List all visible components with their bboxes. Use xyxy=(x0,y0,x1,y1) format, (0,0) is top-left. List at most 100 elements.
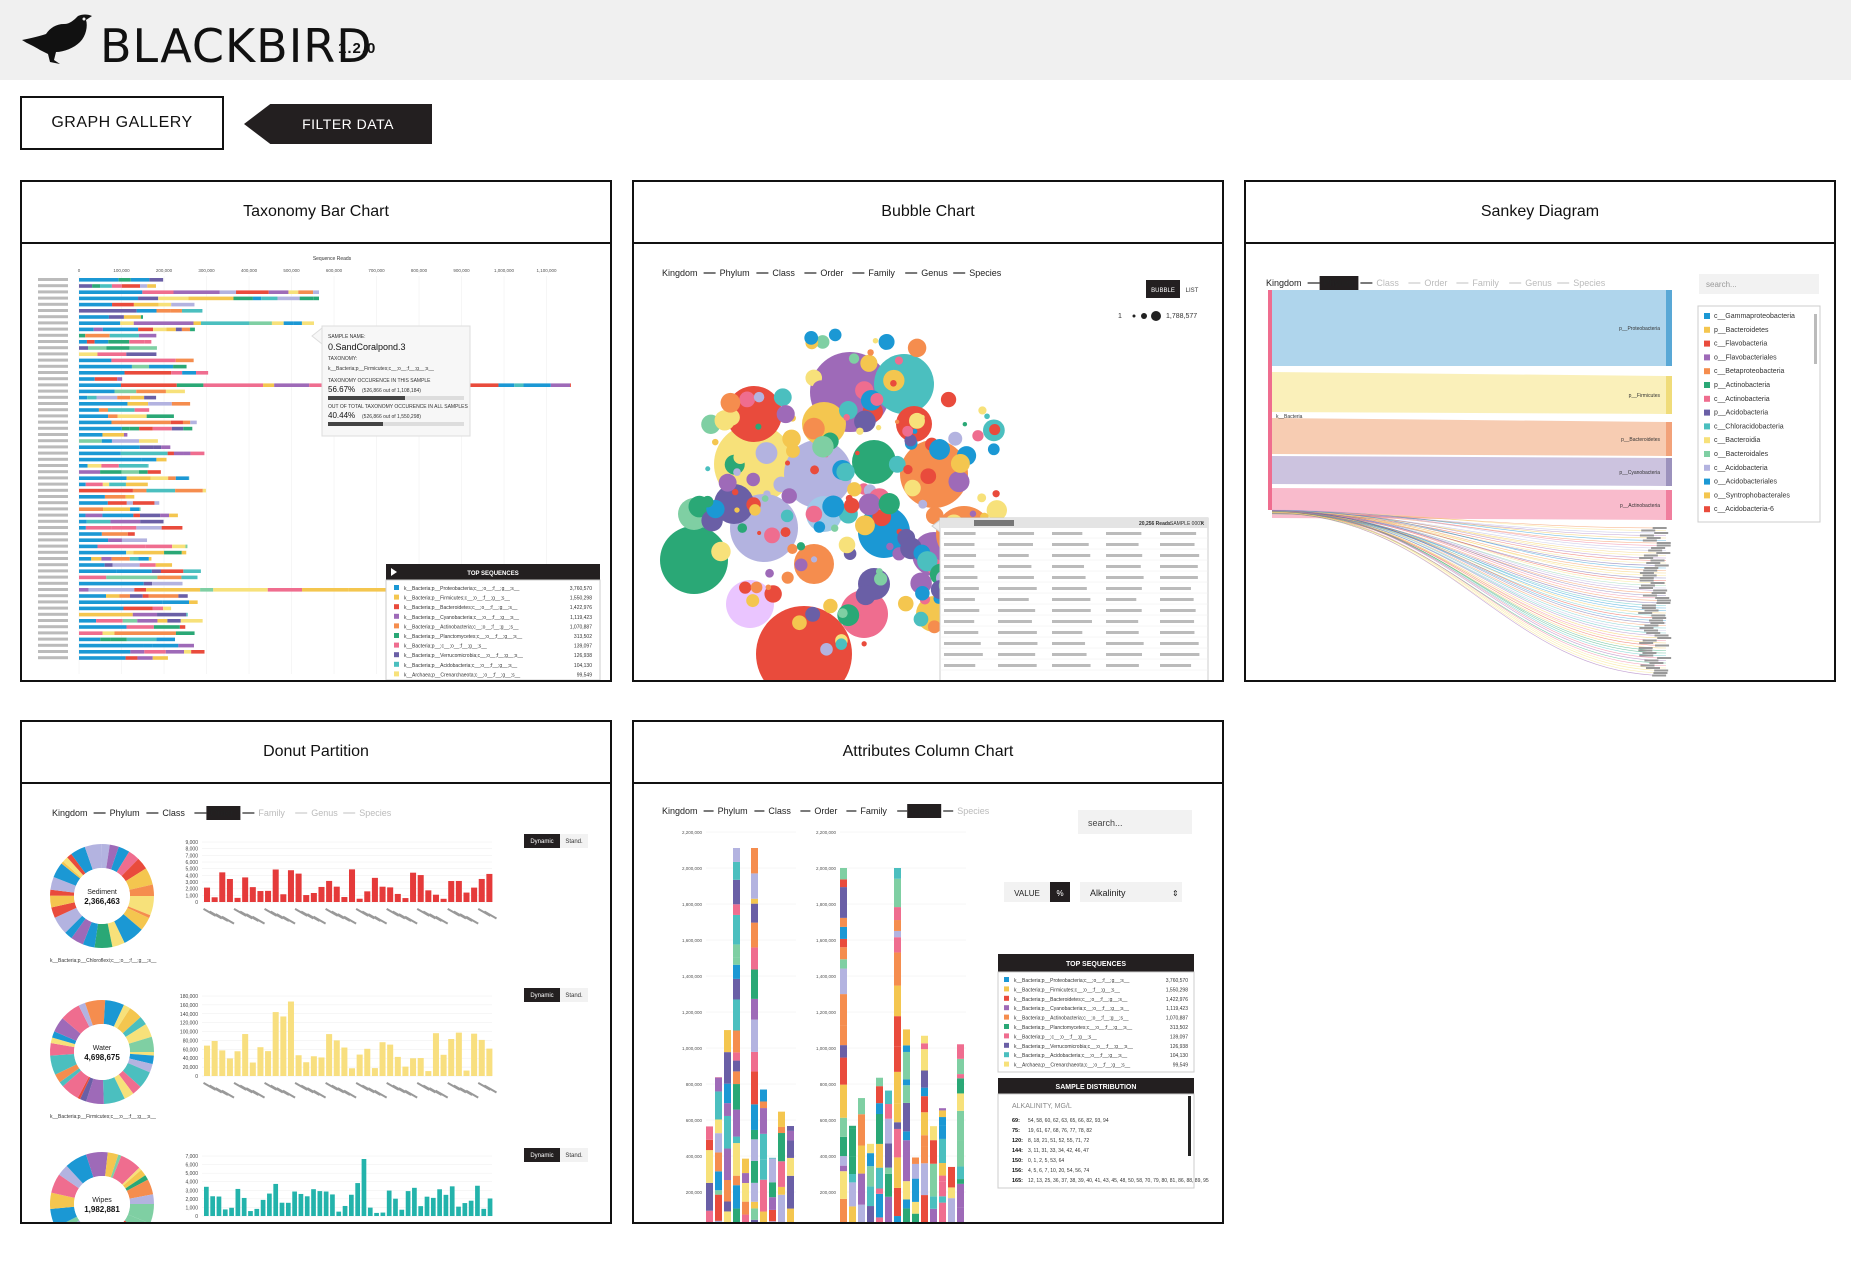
level-class[interactable]: Class xyxy=(768,806,791,816)
taxa-list[interactable] xyxy=(1697,305,1821,523)
level-order[interactable]: Order xyxy=(1424,278,1447,288)
graph-gallery-button[interactable]: GRAPH GALLERY xyxy=(20,96,224,150)
donut-slice xyxy=(76,1220,81,1222)
level-family[interactable]: Family xyxy=(1472,278,1499,288)
tick-label: 1,000,000 xyxy=(816,1046,837,1051)
taxa-list-item[interactable]: c__Acidobacteria xyxy=(1714,465,1768,472)
level-class[interactable]: Class xyxy=(162,808,185,818)
tick-label: 2,000 xyxy=(185,1197,198,1203)
level-genus[interactable]: Genus xyxy=(1525,278,1552,288)
search-input[interactable] xyxy=(1699,274,1819,294)
taxa-list-item[interactable]: c__Chloracidobacteria xyxy=(1714,423,1784,430)
level-species[interactable]: Species xyxy=(969,268,1002,278)
legend-swatch xyxy=(1004,1061,1009,1067)
search-input[interactable] xyxy=(1078,810,1192,834)
filter-data-button[interactable]: FILTER DATA xyxy=(244,104,432,144)
level-class[interactable]: Class xyxy=(772,268,795,278)
level-order[interactable]: Order xyxy=(814,806,837,816)
standard-label: Stand. xyxy=(565,839,583,845)
sankey-diagram-card[interactable]: Sankey Diagram Kingdom Phylum Class Order Fa… xyxy=(1244,180,1836,682)
standard-toggle[interactable] xyxy=(560,834,588,848)
scrollbar[interactable] xyxy=(1814,314,1817,364)
level-family[interactable]: Family xyxy=(860,806,887,816)
taxa-list-item[interactable]: o__Acidobacteriales xyxy=(1714,479,1778,486)
taxonomy-bar-chart-card[interactable]: Taxonomy Bar Chart Sequence Reads 0 100,0… xyxy=(20,180,612,682)
taxa-list-item[interactable]: c__Acidobacteria-6 xyxy=(1714,506,1774,513)
taxa-list-item[interactable]: c__Actinobacteria xyxy=(1714,396,1770,403)
dynamic-toggle[interactable] xyxy=(524,834,560,848)
standard-toggle[interactable] xyxy=(560,1148,588,1162)
level-kingdom[interactable]: Kingdom xyxy=(52,808,88,818)
bubble-chart-card[interactable]: Bubble Chart Kingdom Phylum Class Order Fami… xyxy=(632,180,1224,682)
level-kingdom[interactable]: Kingdom xyxy=(1266,278,1302,288)
sankey-flow xyxy=(1271,511,1667,636)
level-species[interactable]: Species xyxy=(359,808,392,818)
level-species[interactable]: Species xyxy=(957,806,990,816)
taxa-list-item[interactable]: c__Gammaproteobacteria xyxy=(1714,313,1795,320)
bar-segment xyxy=(288,290,299,294)
level-phylum[interactable]: Phylum xyxy=(718,806,748,816)
bar-segment xyxy=(193,321,201,325)
level-genus[interactable]: Genus xyxy=(311,808,338,818)
list-toggle[interactable]: LIST xyxy=(1186,288,1199,294)
column-segment xyxy=(894,1016,901,1047)
bubble xyxy=(781,571,794,584)
column-segment xyxy=(742,1158,749,1174)
taxa-list-item[interactable]: p__Acidobacteria xyxy=(1714,410,1768,417)
taxa-list-item[interactable]: o__Bacteroidales xyxy=(1714,451,1769,458)
donut-slice xyxy=(50,1037,76,1048)
sankey-node xyxy=(1666,290,1672,366)
level-species[interactable]: Species xyxy=(1573,278,1606,288)
taxa-list-item[interactable]: c__Flavobacteria xyxy=(1714,341,1767,348)
bubble xyxy=(872,337,879,344)
list-swatch xyxy=(1704,464,1710,471)
level-family[interactable]: Family xyxy=(868,268,895,278)
taxa-list-item[interactable]: p__Bacteroidetes xyxy=(1714,327,1769,334)
column-segment xyxy=(733,904,740,915)
tooltip-occ-total-pct: 40.44% xyxy=(328,411,355,420)
distribution-header: ALKALINITY, MG/L xyxy=(1012,1103,1072,1110)
value-toggle[interactable] xyxy=(1004,882,1050,902)
column-segment xyxy=(939,1108,946,1111)
dynamic-toggle[interactable] xyxy=(524,1148,560,1162)
x-tick-label xyxy=(374,1089,388,1099)
percent-toggle[interactable] xyxy=(1050,882,1070,902)
level-order[interactable]: Order xyxy=(210,808,233,818)
taxa-list-item[interactable]: c__Betaproteobacteria xyxy=(1714,368,1785,375)
bar-segment xyxy=(183,650,192,654)
donut-slice xyxy=(110,1154,122,1179)
level-phylum[interactable]: Phylum xyxy=(720,268,750,278)
bubble-toggle[interactable]: BUBBLE xyxy=(1151,288,1175,294)
column-bar xyxy=(336,1211,342,1216)
level-kingdom[interactable]: Kingdom xyxy=(662,806,698,816)
donut-partition-card[interactable]: Donut Partition Kingdom Phylum Class Order F… xyxy=(20,720,612,1224)
sankey-node-label xyxy=(1642,639,1657,642)
standard-toggle[interactable] xyxy=(560,988,588,1002)
bar-segment xyxy=(165,457,167,462)
dynamic-toggle[interactable] xyxy=(524,988,560,1002)
level-kingdom[interactable]: Kingdom xyxy=(662,268,698,278)
level-order[interactable]: Order xyxy=(820,268,843,278)
taxa-list-item[interactable]: o__Syntrophobacterales xyxy=(1714,492,1790,499)
column-bar xyxy=(387,1044,394,1076)
scrollbar[interactable] xyxy=(1188,1096,1191,1156)
level-genus[interactable]: Genus xyxy=(921,268,948,278)
top-sequences-title: TOP SEQUENCES xyxy=(467,571,518,577)
popup-cell xyxy=(1106,532,1142,535)
attributes-column-chart-card[interactable]: Attributes Column Chart Kingdom Phylum Cla… xyxy=(632,720,1224,1224)
bubble xyxy=(904,479,921,497)
level-genus[interactable]: Genus xyxy=(911,806,938,816)
level-phylum[interactable]: Phylum xyxy=(1324,278,1354,288)
attribute-select[interactable] xyxy=(1080,882,1182,902)
taxa-list-item[interactable]: p__Actinobacteria xyxy=(1714,382,1770,389)
sequence-name: k__Bacteria;p__Cyanobacteria;c__;o__;f__… xyxy=(404,615,519,621)
level-family[interactable]: Family xyxy=(258,808,285,818)
bar-segment xyxy=(140,315,144,319)
level-phylum[interactable]: Phylum xyxy=(110,808,140,818)
taxa-list-item[interactable]: o__Flavobacteriales xyxy=(1714,354,1777,361)
bubble xyxy=(794,558,808,572)
close-icon[interactable]: × xyxy=(1200,519,1205,528)
column-segment xyxy=(751,1139,758,1161)
taxa-list-item[interactable]: c__Bacteroidia xyxy=(1714,437,1760,444)
level-class[interactable]: Class xyxy=(1376,278,1399,288)
